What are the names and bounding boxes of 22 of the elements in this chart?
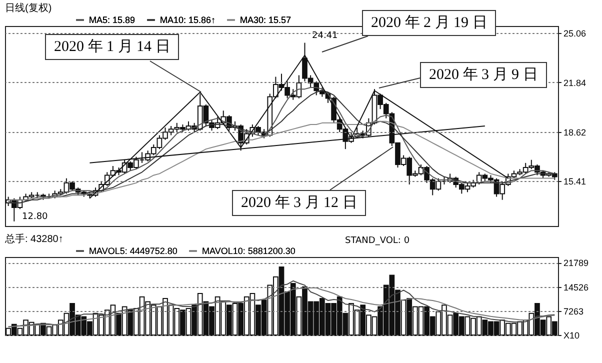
y-tick-label: 14526 (564, 282, 589, 292)
y-tick-label: 15.41 (564, 176, 586, 187)
chart-title: 总手: 43280↑ (4, 233, 64, 245)
annotation: 24.41 (312, 31, 338, 41)
y-tick-label: 21789 (564, 258, 589, 268)
chart-title: 日线(复权) (5, 2, 52, 14)
legend-label: MAVOL10: 5881200.30 (202, 246, 296, 256)
legend-label: MA30: 15.57 (240, 15, 292, 25)
y-tick-label: 25.06 (564, 28, 586, 38)
annotation: 2020 年 2 月 19 日 (362, 10, 496, 36)
legend-label: MAVOL5: 4449752.80 (89, 246, 178, 256)
y-tick-label: 18.62 (564, 127, 586, 138)
legend-label: MA10: 15.86↑ (160, 15, 216, 25)
y-tick-label: X10 (564, 330, 580, 340)
annotation: 2020 年 1 月 14 日 (45, 34, 180, 60)
y-tick-label: 21.84 (564, 78, 586, 88)
legend-label: MA5: 15.89 (89, 15, 136, 25)
annotation: 2020 年 3 月 9 日 (420, 62, 547, 88)
annotation: 12.80 (22, 212, 48, 222)
text: STAND_VOL: 0 (345, 236, 410, 246)
y-tick-label: 7263 (564, 306, 584, 316)
annotation: 2020 年 3 月 12 日 (232, 190, 366, 216)
